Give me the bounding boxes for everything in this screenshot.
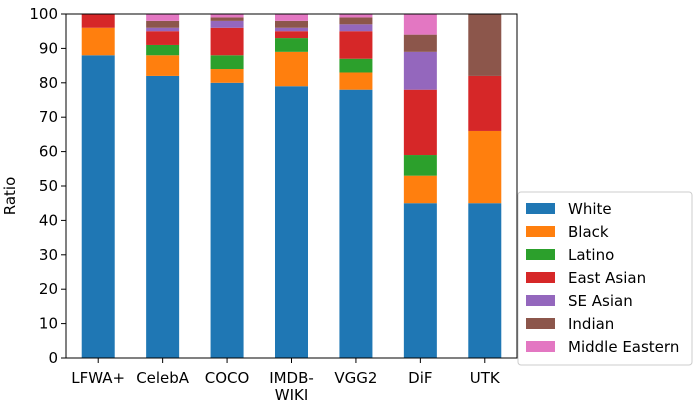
y-tick-label: 80 [39,74,58,92]
x-tick-label: UTK [470,369,501,387]
bar-segment-middle-eastern-4 [339,14,373,18]
bar-segment-indian-4 [339,17,373,25]
y-tick-label: 60 [39,143,58,161]
legend: White Black Latino East Asian SE Asian Indian… [517,191,693,366]
bar-segment-middle-eastern-5 [403,14,437,35]
legend-label-latino: Latino [568,246,614,264]
bar-segment-black-5 [403,175,437,204]
bar-segment-black-3 [275,51,308,87]
bar-segment-indian-1 [146,20,180,28]
legend-label-se-asian: SE Asian [568,292,633,310]
y-axis-label: Ratio [1,177,19,216]
legend-label-white: White [568,200,612,218]
x-tick-label: COCO [205,369,250,387]
y-tick-label: 20 [39,280,58,298]
bar-segment-indian-3 [275,20,308,28]
y-tick-label: 50 [39,177,58,195]
bar-segment-white-2 [210,82,244,359]
bar-segment-white-3 [275,86,308,359]
legend-label-middle-eastern: Middle Eastern [568,338,679,356]
x-tick-label: DiF [408,369,432,387]
bar-segment-latino-2 [210,55,244,70]
bar-segment-black-2 [210,69,244,83]
x-tick-label: VGG2 [334,369,377,387]
y-tick-label: 70 [39,108,58,126]
bar-segment-se-asian-4 [339,24,373,32]
x-tick-label: LFWA+ [71,369,125,387]
bar-segment-latino-5 [403,155,437,176]
x-axis: LFWA+ CelebA COCO IMDB-WIKI VGG2 DiF UTK [71,358,501,404]
legend-label-indian: Indian [568,315,614,333]
legend-swatch-indian [526,318,555,329]
bar-segment-latino-4 [339,58,373,73]
bars [81,14,502,359]
bar-segment-east-asian-5 [403,89,437,156]
legend-label-black: Black [568,223,609,241]
bar-segment-black-6 [468,130,502,204]
legend-box [517,191,693,366]
legend-swatch-white [526,203,555,214]
bar-segment-white-4 [339,89,373,359]
y-axis: 0 10 20 30 40 50 60 70 80 90 100 [29,5,66,367]
y-tick-label: 10 [39,315,58,333]
legend-swatch-black [526,226,555,237]
bar-segment-se-asian-2 [210,20,244,28]
bar-segment-black-4 [339,72,373,90]
legend-label-east-asian: East Asian [568,269,646,287]
x-tick-label: CelebA [136,369,190,387]
legend-swatch-east-asian [526,272,555,283]
bar-segment-middle-eastern-1 [146,14,180,21]
bar-segment-se-asian-1 [146,27,180,32]
bar-segment-middle-eastern-2 [210,14,244,18]
bar-segment-se-asian-3 [275,27,308,32]
y-tick-label: 90 [39,39,58,57]
x-tick-label: WIKI [275,386,309,404]
bar-segment-east-asian-4 [339,31,373,59]
legend-swatch-latino [526,249,555,260]
bar-segment-east-asian-6 [468,75,502,131]
bar-segment-white-5 [403,203,437,358]
bar-segment-latino-1 [146,44,180,56]
bar-segment-east-asian-3 [275,31,308,39]
x-tick-label: IMDB- [269,369,314,387]
legend-swatch-middle-eastern [526,341,555,352]
bar-segment-indian-2 [210,17,244,21]
y-tick-label: 40 [39,211,58,229]
y-tick-label: 0 [48,349,58,367]
bar-segment-white-6 [468,203,502,358]
bar-segment-east-asian-2 [210,27,244,56]
bar-segment-latino-3 [275,38,308,52]
bar-segment-east-asian-1 [146,31,180,45]
bar-segment-se-asian-5 [403,51,437,90]
bar-segment-black-1 [146,55,180,76]
legend-swatch-se-asian [526,295,555,306]
bar-segment-black-0 [81,27,115,56]
bar-segment-east-asian-0 [81,14,115,28]
bar-segment-indian-5 [403,34,437,52]
bar-segment-white-0 [81,55,115,358]
y-tick-label: 30 [39,246,58,264]
bar-segment-white-1 [146,75,180,359]
bar-segment-middle-eastern-3 [275,14,308,21]
bar-segment-indian-6 [468,14,502,76]
y-tick-label: 100 [29,5,58,23]
